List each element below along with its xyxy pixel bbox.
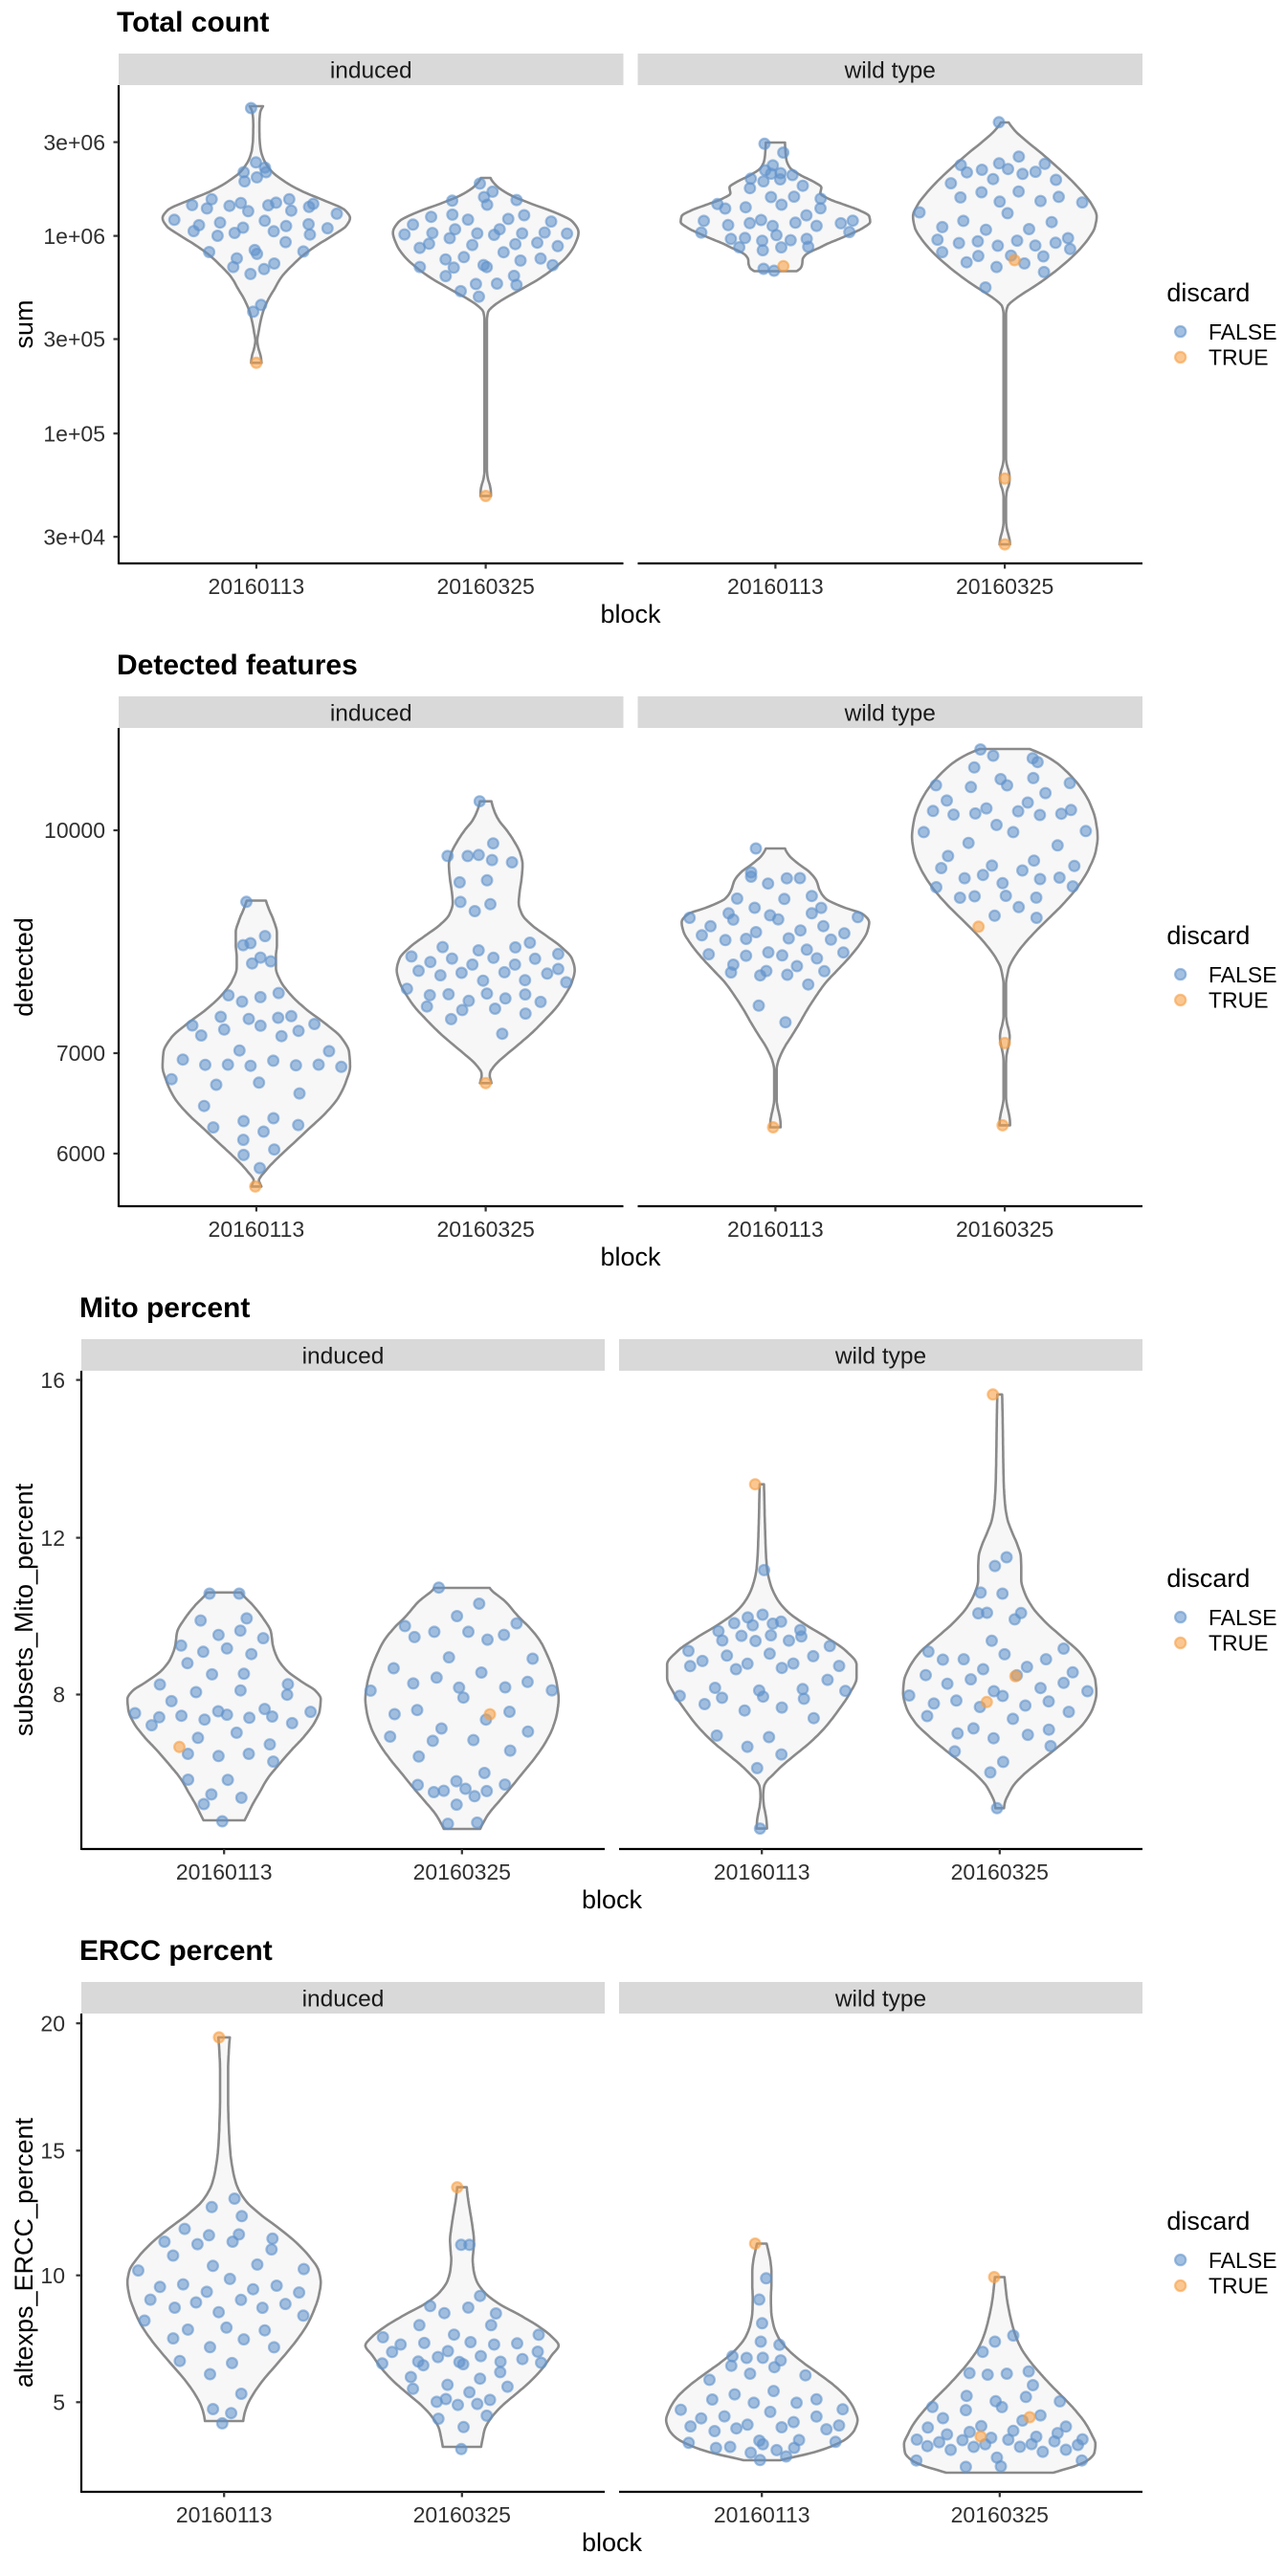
svg-text:Detected features: Detected features xyxy=(117,650,358,681)
svg-text:FALSE: FALSE xyxy=(1208,962,1277,987)
svg-text:discard: discard xyxy=(1166,2207,1250,2235)
svg-text:block: block xyxy=(582,1885,643,1914)
svg-text:10000: 10000 xyxy=(44,818,105,843)
svg-text:discard: discard xyxy=(1166,921,1250,950)
svg-text:induced: induced xyxy=(330,58,412,84)
svg-text:10: 10 xyxy=(40,2263,65,2288)
svg-text:20: 20 xyxy=(40,2011,65,2036)
svg-text:20160325: 20160325 xyxy=(436,574,534,599)
svg-text:TRUE: TRUE xyxy=(1208,988,1269,1013)
svg-text:20160325: 20160325 xyxy=(951,2502,1049,2527)
svg-text:6000: 6000 xyxy=(56,1141,105,1166)
svg-text:16: 16 xyxy=(40,1368,65,1393)
svg-text:20160325: 20160325 xyxy=(951,1860,1049,1884)
svg-text:3e+06: 3e+06 xyxy=(43,130,105,155)
svg-text:block: block xyxy=(582,2528,643,2557)
svg-text:5: 5 xyxy=(53,2390,65,2415)
svg-text:8: 8 xyxy=(53,1683,65,1707)
svg-text:20160325: 20160325 xyxy=(413,2502,511,2527)
svg-text:20160113: 20160113 xyxy=(727,574,824,599)
svg-text:sum: sum xyxy=(10,299,38,348)
svg-text:1e+05: 1e+05 xyxy=(43,421,105,446)
svg-text:block: block xyxy=(600,1243,661,1271)
svg-text:3e+05: 3e+05 xyxy=(43,327,105,352)
svg-text:wild type: wild type xyxy=(834,1987,926,2013)
svg-text:discard: discard xyxy=(1166,1564,1250,1593)
svg-text:20160113: 20160113 xyxy=(176,1860,273,1884)
svg-text:20160113: 20160113 xyxy=(209,1217,305,1242)
svg-text:20160113: 20160113 xyxy=(714,1860,810,1884)
svg-text:ERCC percent: ERCC percent xyxy=(79,1935,273,1967)
svg-text:TRUE: TRUE xyxy=(1208,1631,1269,1656)
svg-text:20160113: 20160113 xyxy=(727,1217,824,1242)
svg-text:3e+04: 3e+04 xyxy=(43,524,105,549)
svg-text:wild type: wild type xyxy=(834,1344,926,1370)
svg-text:induced: induced xyxy=(302,1344,385,1370)
svg-text:20160325: 20160325 xyxy=(956,574,1053,599)
svg-text:wild type: wild type xyxy=(844,701,936,727)
svg-text:FALSE: FALSE xyxy=(1208,319,1277,344)
svg-text:block: block xyxy=(600,600,661,628)
svg-text:wild type: wild type xyxy=(844,58,936,84)
svg-text:altexps_ERCC_percent: altexps_ERCC_percent xyxy=(10,2117,38,2388)
svg-text:TRUE: TRUE xyxy=(1208,2274,1269,2299)
svg-text:subsets_Mito_percent: subsets_Mito_percent xyxy=(10,1483,38,1736)
svg-text:1e+06: 1e+06 xyxy=(43,224,105,249)
svg-text:Mito percent: Mito percent xyxy=(79,1292,250,1324)
svg-text:7000: 7000 xyxy=(56,1041,105,1066)
svg-text:20160113: 20160113 xyxy=(176,2502,273,2527)
svg-text:FALSE: FALSE xyxy=(1208,2248,1277,2273)
svg-text:induced: induced xyxy=(302,1987,385,2013)
svg-text:20160325: 20160325 xyxy=(956,1217,1053,1242)
svg-text:TRUE: TRUE xyxy=(1208,345,1269,370)
svg-text:detected: detected xyxy=(10,917,38,1017)
svg-text:induced: induced xyxy=(330,701,412,727)
svg-text:20160113: 20160113 xyxy=(209,574,305,599)
svg-text:FALSE: FALSE xyxy=(1208,1605,1277,1630)
svg-text:20160325: 20160325 xyxy=(436,1217,534,1242)
svg-text:Total count: Total count xyxy=(117,7,269,38)
svg-text:15: 15 xyxy=(40,2139,65,2164)
svg-text:20160113: 20160113 xyxy=(714,2502,810,2527)
svg-text:20160325: 20160325 xyxy=(413,1860,511,1884)
svg-text:discard: discard xyxy=(1166,278,1250,307)
svg-text:12: 12 xyxy=(40,1526,65,1551)
